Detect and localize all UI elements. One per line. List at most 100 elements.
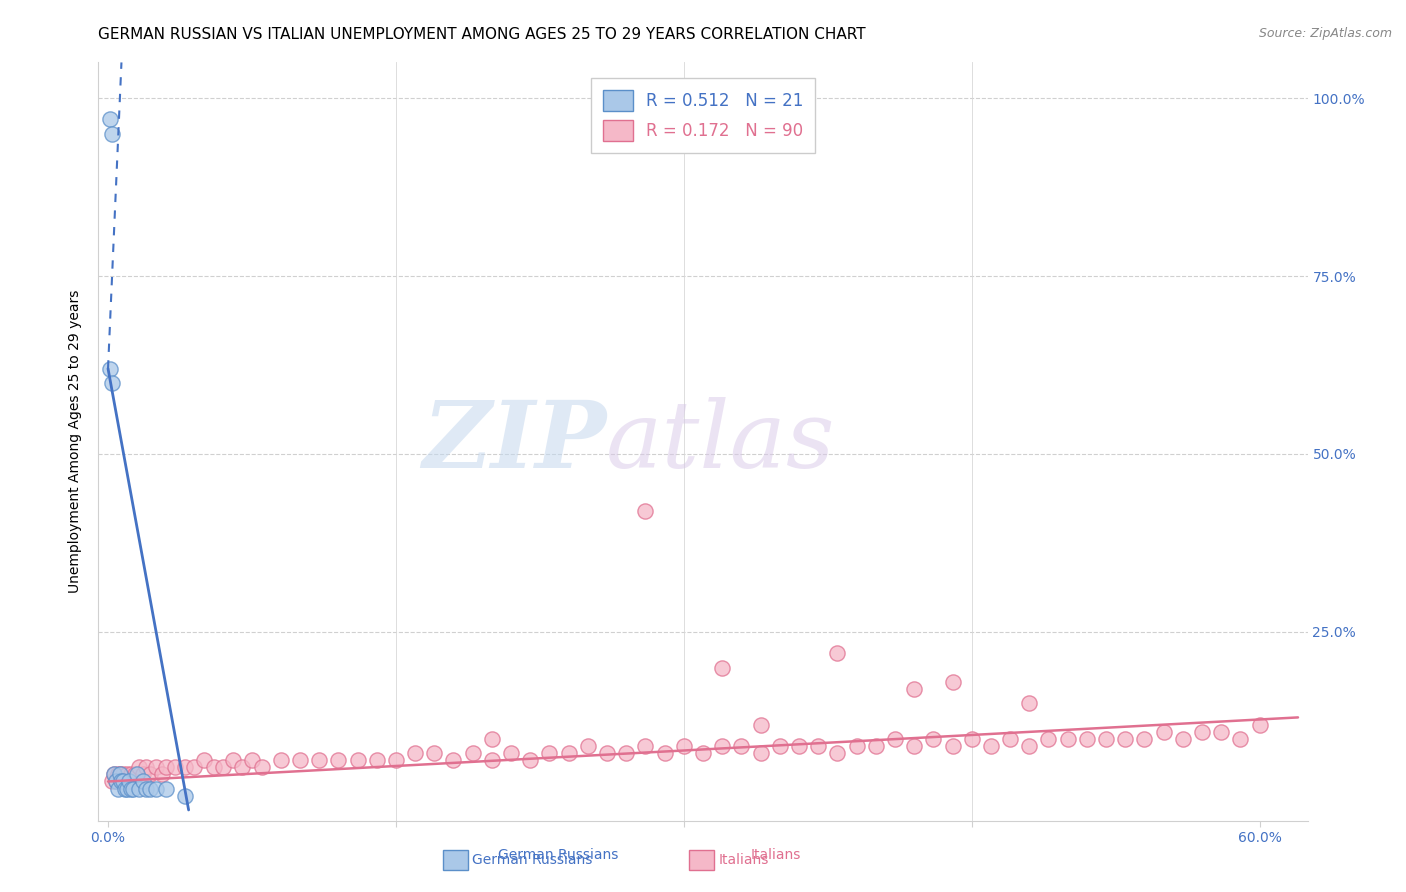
Point (385, 753, 408, 767)
Point (183, 760, 205, 774)
Point (124, 767, 146, 781)
Point (481, 731, 503, 746)
Point (202, 760, 225, 774)
Point (120, 781, 142, 796)
Point (711, 660, 734, 674)
Point (423, 746, 446, 760)
Point (941, 739, 963, 753)
Point (614, 746, 637, 760)
Point (112, 767, 135, 781)
Point (193, 753, 215, 767)
Text: Source: ZipAtlas.com: Source: ZipAtlas.com (1258, 27, 1392, 40)
Point (110, 774, 132, 789)
Point (139, 781, 162, 796)
Point (150, 767, 173, 781)
Point (240, 753, 263, 767)
Point (1038, 731, 1060, 746)
Point (634, 739, 657, 753)
Point (1133, 731, 1156, 746)
Point (654, 746, 676, 760)
Point (104, 774, 127, 789)
Point (135, 760, 157, 774)
Point (1114, 731, 1136, 746)
Point (110, 774, 132, 789)
Text: atlas: atlas (606, 397, 835, 486)
Point (980, 739, 1002, 753)
Point (107, 767, 129, 781)
Point (107, 781, 129, 796)
Point (270, 753, 292, 767)
Point (557, 746, 579, 760)
Point (120, 767, 142, 781)
Point (1211, 724, 1233, 739)
Point (903, 739, 925, 753)
Point (1171, 731, 1194, 746)
Point (998, 731, 1021, 746)
Point (103, 767, 125, 781)
Point (122, 781, 145, 796)
Text: German Russians: German Russians (472, 853, 593, 867)
Point (519, 753, 541, 767)
Point (173, 789, 195, 803)
Point (711, 739, 734, 753)
Point (145, 781, 167, 796)
Text: German Russians: German Russians (498, 848, 619, 863)
Point (769, 739, 792, 753)
Point (787, 739, 810, 753)
Point (98, 112, 121, 127)
Point (1076, 731, 1098, 746)
Point (827, 646, 849, 660)
Point (865, 739, 887, 753)
Point (155, 760, 177, 774)
Point (112, 774, 135, 789)
Point (114, 774, 136, 789)
Point (328, 753, 350, 767)
Point (108, 767, 131, 781)
Point (114, 781, 136, 796)
Point (807, 739, 830, 753)
Point (1018, 696, 1040, 710)
Point (576, 739, 599, 753)
Point (101, 127, 124, 141)
Point (1191, 724, 1213, 739)
Point (173, 760, 195, 774)
Point (128, 760, 150, 774)
Point (212, 760, 235, 774)
Point (730, 739, 752, 753)
Point (443, 753, 465, 767)
Point (131, 767, 153, 781)
Point (1056, 731, 1078, 746)
Y-axis label: Unemployment Among Ages 25 to 29 years: Unemployment Among Ages 25 to 29 years (69, 290, 83, 593)
Point (672, 739, 695, 753)
Point (749, 746, 772, 760)
Point (1153, 724, 1175, 739)
Point (481, 753, 503, 767)
Point (222, 753, 245, 767)
Point (135, 781, 157, 796)
Point (634, 504, 657, 518)
Point (165, 760, 187, 774)
Point (538, 746, 561, 760)
Point (139, 767, 162, 781)
Point (101, 774, 124, 789)
Point (155, 781, 177, 796)
Point (131, 774, 153, 789)
Text: ZIP: ZIP (422, 397, 606, 486)
Point (108, 767, 131, 781)
Point (884, 731, 907, 746)
Text: GERMAN RUSSIAN VS ITALIAN UNEMPLOYMENT AMONG AGES 25 TO 29 YEARS CORRELATION CHA: GERMAN RUSSIAN VS ITALIAN UNEMPLOYMENT A… (98, 27, 866, 42)
Point (308, 753, 330, 767)
Point (346, 753, 368, 767)
Text: Italians: Italians (751, 848, 801, 863)
Point (461, 746, 484, 760)
Point (922, 731, 945, 746)
Point (125, 767, 148, 781)
Point (145, 760, 167, 774)
Point (941, 674, 963, 689)
Point (288, 753, 311, 767)
Point (404, 746, 426, 760)
Point (749, 717, 772, 731)
Point (1095, 731, 1118, 746)
Point (692, 746, 714, 760)
Point (1249, 717, 1271, 731)
